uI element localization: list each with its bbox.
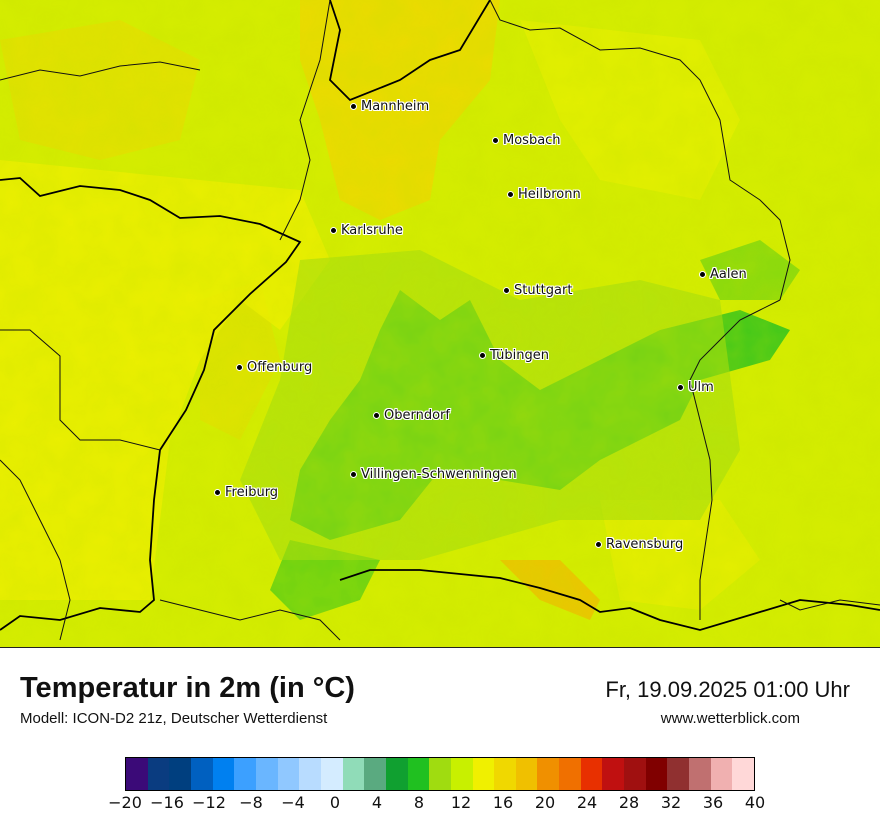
city-label: Mosbach bbox=[503, 133, 561, 148]
legend-tick-label: 32 bbox=[660, 793, 682, 812]
city-heilbronn[interactable]: Heilbronn bbox=[507, 187, 581, 202]
legend-swatch bbox=[732, 758, 755, 790]
legend-tick-label: −12 bbox=[192, 793, 226, 812]
city-label: Freiburg bbox=[225, 485, 279, 500]
legend-swatch bbox=[385, 758, 408, 790]
legend-swatch bbox=[494, 758, 516, 790]
legend-tick-label: 8 bbox=[413, 793, 425, 812]
legend-swatch bbox=[602, 758, 625, 790]
legend-swatch bbox=[624, 758, 646, 790]
legend-swatch bbox=[342, 758, 365, 790]
city-dot bbox=[595, 541, 602, 548]
temperature-field bbox=[0, 0, 880, 647]
color-scale-legend bbox=[125, 757, 755, 791]
city-dot bbox=[373, 412, 380, 419]
city-label: Villingen-Schwenningen bbox=[361, 467, 517, 482]
legend-swatch bbox=[515, 758, 538, 790]
city-dot bbox=[677, 384, 684, 391]
city-ravensburg[interactable]: Ravensburg bbox=[595, 537, 683, 552]
legend-tick-label: 0 bbox=[329, 793, 341, 812]
legend-swatch bbox=[559, 758, 581, 790]
legend-swatch bbox=[537, 758, 560, 790]
legend-swatch bbox=[126, 758, 148, 790]
city-dot bbox=[330, 227, 337, 234]
city-dot bbox=[479, 352, 486, 359]
city-dot bbox=[236, 364, 243, 371]
city-label: Aalen bbox=[710, 267, 747, 282]
city-stuttgart[interactable]: Stuttgart bbox=[503, 283, 572, 298]
legend-swatch bbox=[407, 758, 430, 790]
city-mannheim[interactable]: Mannheim bbox=[350, 99, 429, 114]
legend-swatch bbox=[277, 758, 300, 790]
city-karlsruhe[interactable]: Karlsruhe bbox=[330, 223, 403, 238]
legend-swatch bbox=[169, 758, 191, 790]
legend-swatch bbox=[190, 758, 213, 790]
city-label: Heilbronn bbox=[518, 187, 581, 202]
city-dot bbox=[699, 271, 706, 278]
legend-swatch bbox=[212, 758, 235, 790]
legend-tick-label: −4 bbox=[281, 793, 305, 812]
city-tuebingen[interactable]: Tübingen bbox=[479, 348, 549, 363]
legend-swatch bbox=[472, 758, 495, 790]
legend-swatch bbox=[689, 758, 711, 790]
legend-swatch bbox=[450, 758, 473, 790]
city-label: Oberndorf bbox=[384, 408, 450, 423]
city-label: Ravensburg bbox=[606, 537, 684, 552]
legend-tick-label: 20 bbox=[534, 793, 556, 812]
city-dot bbox=[507, 191, 514, 198]
legend-swatch bbox=[710, 758, 733, 790]
legend-tick-label: −20 bbox=[108, 793, 142, 812]
city-villingen-schwenningen[interactable]: Villingen-Schwenningen bbox=[350, 467, 517, 482]
city-ulm[interactable]: Ulm bbox=[677, 380, 714, 395]
legend-swatch bbox=[234, 758, 256, 790]
field-texture bbox=[0, 0, 880, 647]
city-mosbach[interactable]: Mosbach bbox=[492, 133, 561, 148]
legend-tick-label: 24 bbox=[576, 793, 598, 812]
legend-swatch bbox=[320, 758, 343, 790]
website-link[interactable]: www.wetterblick.com bbox=[660, 710, 800, 727]
legend-swatch bbox=[429, 758, 451, 790]
legend-swatch bbox=[299, 758, 321, 790]
state-borders bbox=[0, 0, 880, 641]
city-freiburg[interactable]: Freiburg bbox=[214, 485, 278, 500]
legend-tick-label: 36 bbox=[702, 793, 724, 812]
legend-tick-labels: −20 −16 −12 −8 −4 0 4 8 12 16 20 24 28 32 36 40 bbox=[0, 793, 880, 823]
city-dot bbox=[350, 103, 357, 110]
legend-swatch bbox=[255, 758, 278, 790]
city-label: Mannheim bbox=[361, 99, 430, 114]
legend-tick-label: −16 bbox=[150, 793, 184, 812]
legend-swatch bbox=[645, 758, 668, 790]
forecast-datetime: Fr, 19.09.2025 01:00 Uhr bbox=[605, 677, 850, 702]
city-dot bbox=[503, 287, 510, 294]
legend-tick-label: 4 bbox=[371, 793, 383, 812]
city-label: Ulm bbox=[688, 380, 714, 395]
legend-swatch bbox=[364, 758, 386, 790]
legend-swatch bbox=[580, 758, 603, 790]
city-label: Stuttgart bbox=[514, 283, 573, 298]
temperature-map[interactable]: Mannheim Mosbach Heilbronn Karlsruhe Aal… bbox=[0, 0, 880, 648]
map-title: Temperatur in 2m (in °C) bbox=[20, 672, 355, 704]
legend-tick-label: 28 bbox=[618, 793, 640, 812]
legend-swatch bbox=[147, 758, 170, 790]
city-offenburg[interactable]: Offenburg bbox=[236, 360, 312, 375]
city-label: Tübingen bbox=[490, 348, 549, 363]
city-oberndorf[interactable]: Oberndorf bbox=[373, 408, 450, 423]
city-dot bbox=[492, 137, 499, 144]
legend-swatch bbox=[667, 758, 690, 790]
city-dot bbox=[214, 489, 221, 496]
legend-tick-label: −8 bbox=[239, 793, 263, 812]
legend-tick-label: 12 bbox=[450, 793, 472, 812]
city-dot bbox=[350, 471, 357, 478]
city-label: Karlsruhe bbox=[341, 223, 403, 238]
country-borders bbox=[0, 0, 880, 631]
city-label: Offenburg bbox=[247, 360, 313, 375]
legend-tick-label: 40 bbox=[744, 793, 766, 812]
legend-tick-label: 16 bbox=[492, 793, 514, 812]
model-subtitle: Modell: ICON-D2 21z, Deutscher Wetterdie… bbox=[20, 710, 328, 727]
city-aalen[interactable]: Aalen bbox=[699, 267, 747, 282]
